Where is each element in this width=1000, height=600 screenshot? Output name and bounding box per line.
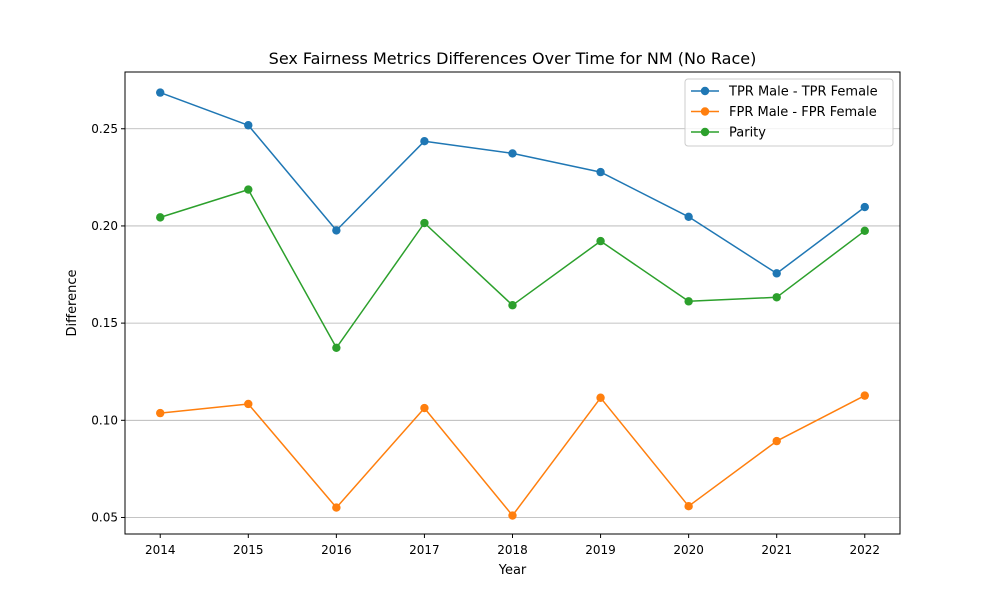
legend-item: Parity [691,126,766,141]
data-point [156,408,165,418]
x-axis-ticks: 2014 2015 2016 2017 2018 2019 2020 2021 2022 [145,534,880,557]
legend-label: Parity [729,126,766,141]
data-point [420,403,429,413]
data-point [596,393,605,402]
x-tick-label: 2019 [585,543,616,557]
data-point [244,185,253,194]
legend-label: FPR Male - FPR Female [729,105,877,120]
y-tick-label: 0.05 [91,510,118,524]
data-point [508,149,517,158]
y-tick-label: 0.20 [91,219,118,233]
legend-label: TPR Male - TPR Female [728,85,878,100]
data-point [420,218,429,228]
data-point [684,212,693,222]
series-group [156,88,869,520]
legend-box [684,78,894,147]
gridlines [125,128,900,518]
data-point [332,226,341,235]
data-point [860,202,869,212]
data-point [156,213,165,222]
series-2 [156,391,869,520]
y-axis-ticks: 0.05 0.10 0.15 0.20 0.25 [91,122,125,524]
data-point [772,269,781,278]
data-point [156,88,165,97]
series-1 [156,88,869,278]
data-point [244,121,253,130]
legend-marker [700,107,710,116]
data-point [420,136,429,146]
y-tick-label: 0.10 [91,413,118,427]
chart-title: Sex Fairness Metrics Differences Over Ti… [269,49,757,68]
x-axis-label: Year [498,563,527,578]
data-point [332,503,341,512]
legend-item: TPR Male - TPR Female [691,85,878,100]
x-tick-label: 2020 [673,543,704,557]
x-tick-label: 2022 [849,543,880,557]
x-tick-label: 2017 [409,543,440,557]
data-point [244,399,253,409]
series-3 [156,185,869,353]
legend-marker [700,127,710,137]
y-axis-label: Difference [65,269,80,336]
legend-item: FPR Male - FPR Female [691,105,877,120]
data-point [596,236,605,246]
data-point [860,391,869,400]
x-tick-label: 2018 [497,543,528,557]
data-point [772,293,781,302]
y-tick-label: 0.25 [91,122,118,136]
x-tick-label: 2021 [761,543,792,557]
data-point [508,511,517,520]
legend-marker [700,86,710,96]
data-point [684,297,693,306]
x-tick-label: 2016 [321,543,352,557]
data-point [508,301,517,310]
y-tick-label: 0.15 [91,316,118,330]
data-point [332,343,341,353]
data-point [596,167,605,177]
data-point [772,436,781,446]
data-point [684,502,693,511]
data-point [860,226,869,235]
legend: TPR Male - TPR Female FPR Male - FPR Fema… [684,78,894,147]
x-tick-label: 2014 [145,543,176,557]
x-tick-label: 2015 [233,543,264,557]
